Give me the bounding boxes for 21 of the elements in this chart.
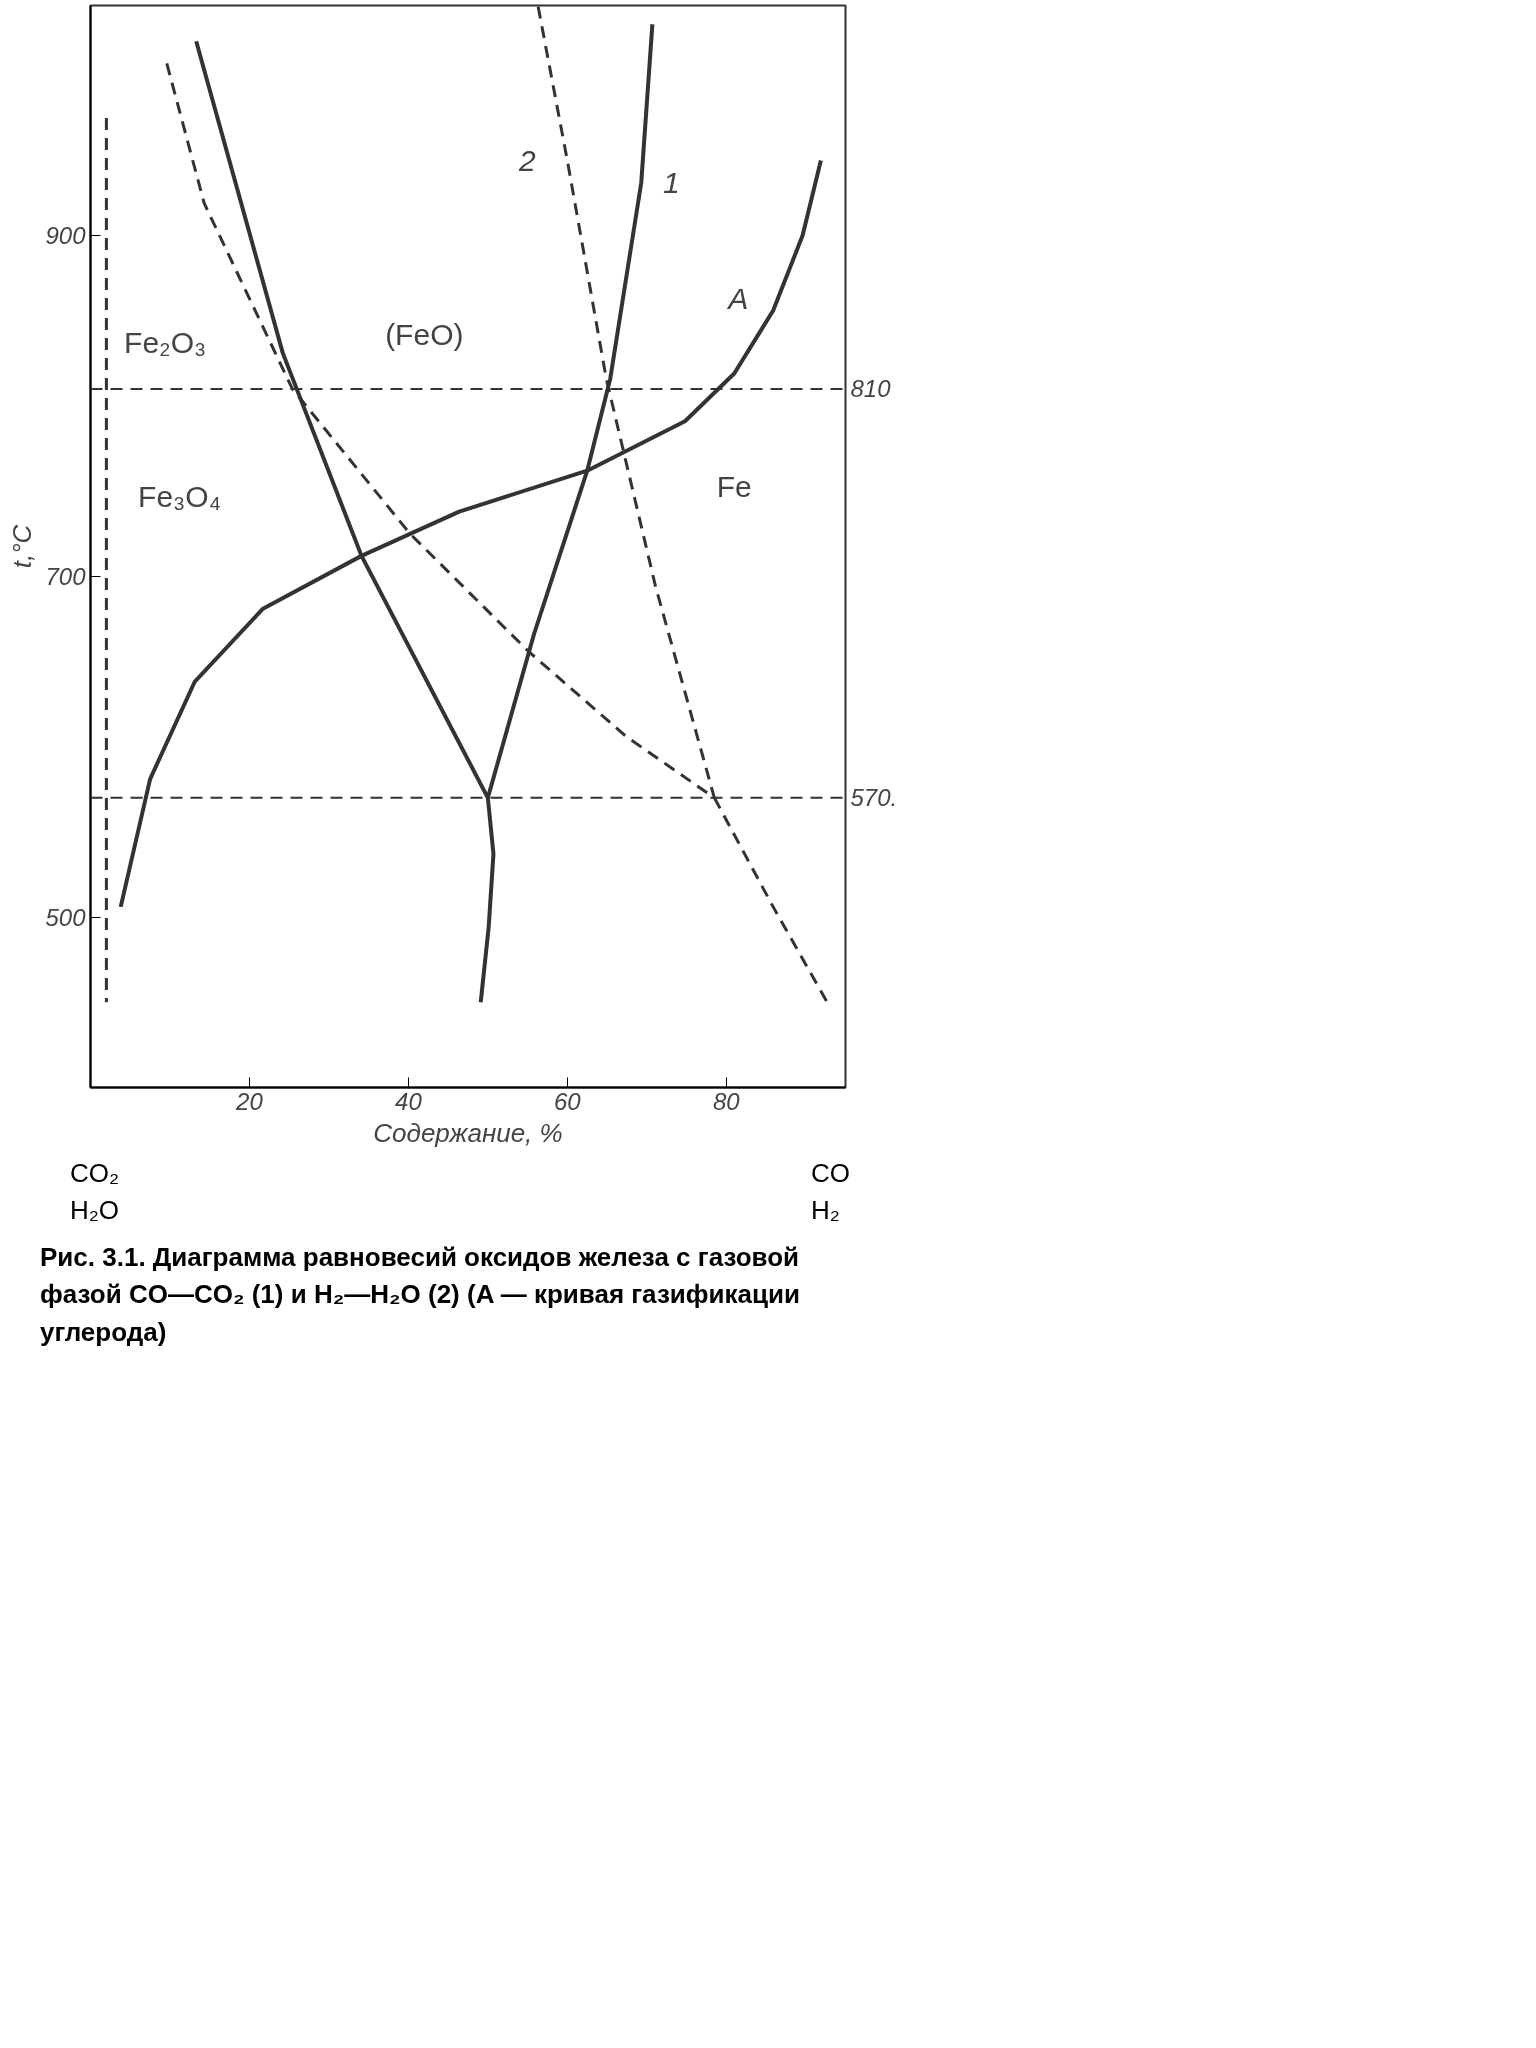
y-axis-title: t,°C [7,524,38,569]
y-tick-label: 500 [45,903,87,931]
x-tick-label: 40 [395,1087,423,1115]
series-label: 1 [662,165,680,199]
series-label: A [726,282,749,315]
x-tick-label: 80 [712,1087,741,1115]
text: CO H₂ [811,1157,850,1228]
y-tick-label: 700 [45,562,87,590]
text: CO₂ H₂O [70,1157,120,1228]
x-tick-label: 60 [553,1087,582,1115]
annotation: Fe₃O₄ [138,479,221,513]
text: Рис. 3.1. Диаграмма равновесий оксидов железа с газовой фазой CO—CO₂ (1) и H₂—H₂O (2) (A — кривая газификации углерода) [40,1241,801,1349]
annotation: Fe₂O₃ [124,326,207,360]
ref-line-label: 570. [850,784,898,812]
x-axis-title: Содержание, % [373,1117,563,1148]
annotation: Fe [716,469,752,503]
series-label: 2 [518,143,536,177]
ref-line-label: 810 [850,375,892,403]
y-tick-label: 900 [45,222,87,250]
x-tick-label: 20 [235,1087,264,1115]
annotation: (FeO) [385,317,464,351]
